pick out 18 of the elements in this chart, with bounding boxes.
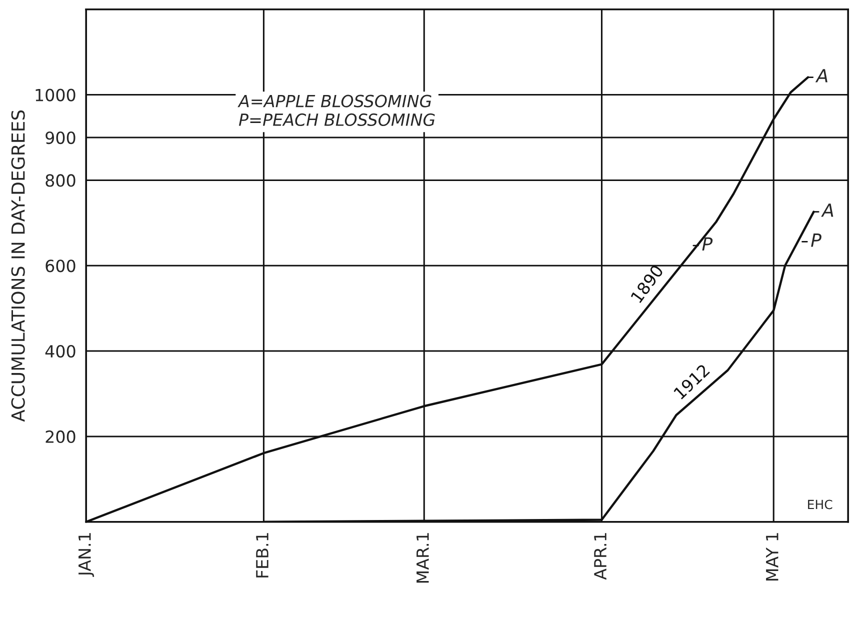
x-tick-label: APR.1: [594, 533, 606, 580]
annotation: A: [815, 69, 828, 82]
y-tick-label: 800: [46, 174, 76, 187]
x-tick-label: MAY 1: [766, 533, 778, 581]
annotation: EHC: [808, 500, 832, 510]
x-tick-label: MAR.1: [416, 533, 429, 583]
x-tick-label: FEB.1: [256, 533, 268, 578]
annotation: A=APPLE BLOSSOMING P=PEACH BLOSSOMING: [238, 94, 435, 126]
y-tick-label: 600: [46, 260, 76, 272]
y-tick-label: 200: [46, 430, 76, 444]
y-tick-label: 1000: [36, 88, 76, 102]
annotation: P: [811, 234, 822, 247]
annotation: A: [821, 204, 834, 217]
y-tick-label: 900: [46, 131, 76, 144]
y-axis-title: ACCUMULATIONS IN DAY-DEGREES: [11, 110, 25, 422]
x-tick-label: JAN.1: [78, 533, 94, 577]
y-tick-label: 400: [45, 345, 76, 358]
annotation: P: [702, 237, 713, 251]
